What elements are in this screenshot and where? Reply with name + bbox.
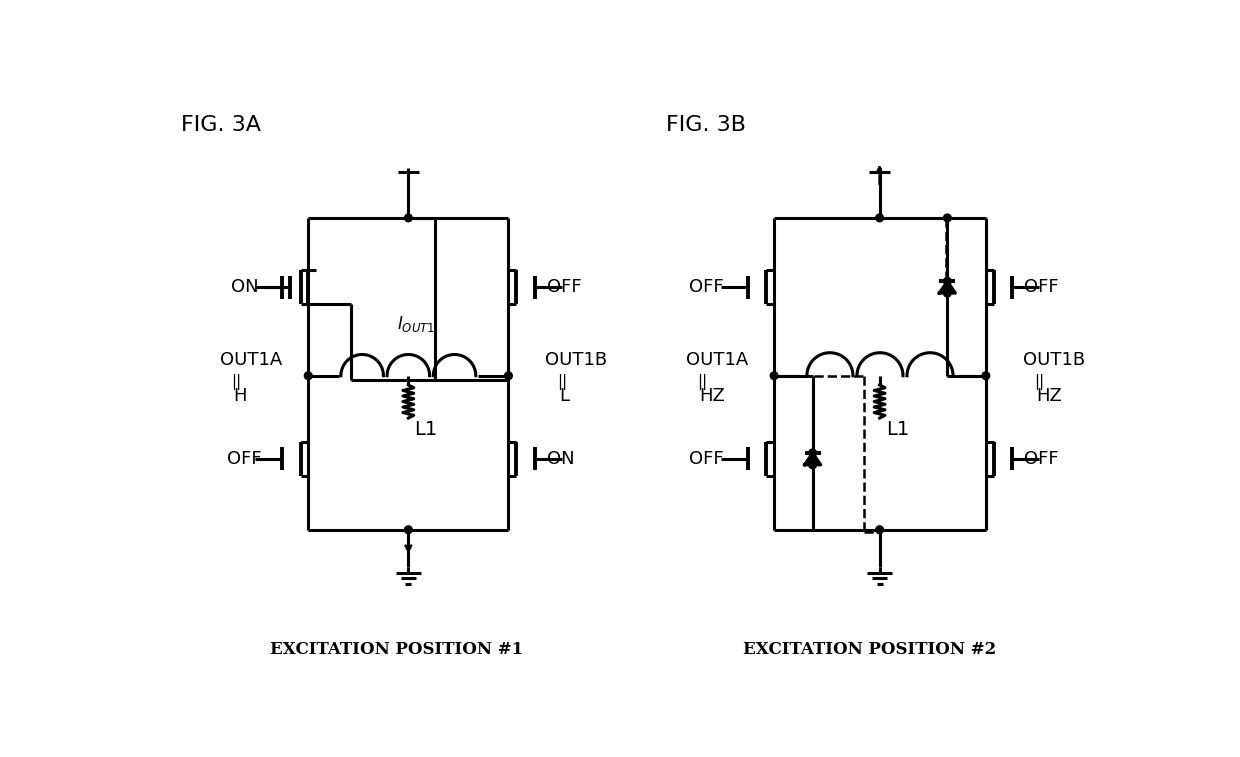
Circle shape <box>944 277 951 285</box>
Circle shape <box>982 372 990 379</box>
Text: OFF: OFF <box>689 450 724 468</box>
Text: HZ: HZ <box>699 387 725 405</box>
Circle shape <box>875 526 883 534</box>
Text: $I_{OUT1}$: $I_{OUT1}$ <box>397 314 435 334</box>
Text: L1: L1 <box>414 420 438 439</box>
Text: ON: ON <box>231 278 259 296</box>
Circle shape <box>808 461 816 469</box>
Text: EXCITATION POSITION #2: EXCITATION POSITION #2 <box>743 641 997 659</box>
Text: OFF: OFF <box>1024 450 1059 468</box>
Text: OFF: OFF <box>689 278 724 296</box>
Text: ON: ON <box>547 450 574 468</box>
Text: OUT1A: OUT1A <box>219 351 281 369</box>
Text: ||: || <box>1034 374 1044 390</box>
Circle shape <box>770 372 777 379</box>
Text: FIG. 3A: FIG. 3A <box>181 116 262 136</box>
Text: OUT1B: OUT1B <box>546 351 608 369</box>
Circle shape <box>944 289 951 297</box>
Circle shape <box>875 214 883 222</box>
Polygon shape <box>939 282 956 293</box>
Text: FIG. 3B: FIG. 3B <box>666 116 746 136</box>
Text: OUT1B: OUT1B <box>1023 351 1085 369</box>
Circle shape <box>304 372 312 379</box>
Text: OFF: OFF <box>1024 278 1059 296</box>
Text: OFF: OFF <box>547 278 582 296</box>
Text: HZ: HZ <box>1037 387 1063 405</box>
Text: L: L <box>559 387 569 405</box>
Circle shape <box>944 214 951 222</box>
Text: L1: L1 <box>885 420 909 439</box>
Text: OFF: OFF <box>227 450 262 468</box>
Circle shape <box>404 214 412 222</box>
Text: EXCITATION POSITION #1: EXCITATION POSITION #1 <box>270 641 523 659</box>
Circle shape <box>505 372 512 379</box>
Text: ||: || <box>697 374 707 390</box>
Circle shape <box>404 526 412 534</box>
Text: OUT1A: OUT1A <box>686 351 748 369</box>
Polygon shape <box>805 453 821 465</box>
Text: ||: || <box>557 374 567 390</box>
Text: H: H <box>233 387 247 405</box>
Circle shape <box>808 449 816 456</box>
Text: ||: || <box>231 374 242 390</box>
